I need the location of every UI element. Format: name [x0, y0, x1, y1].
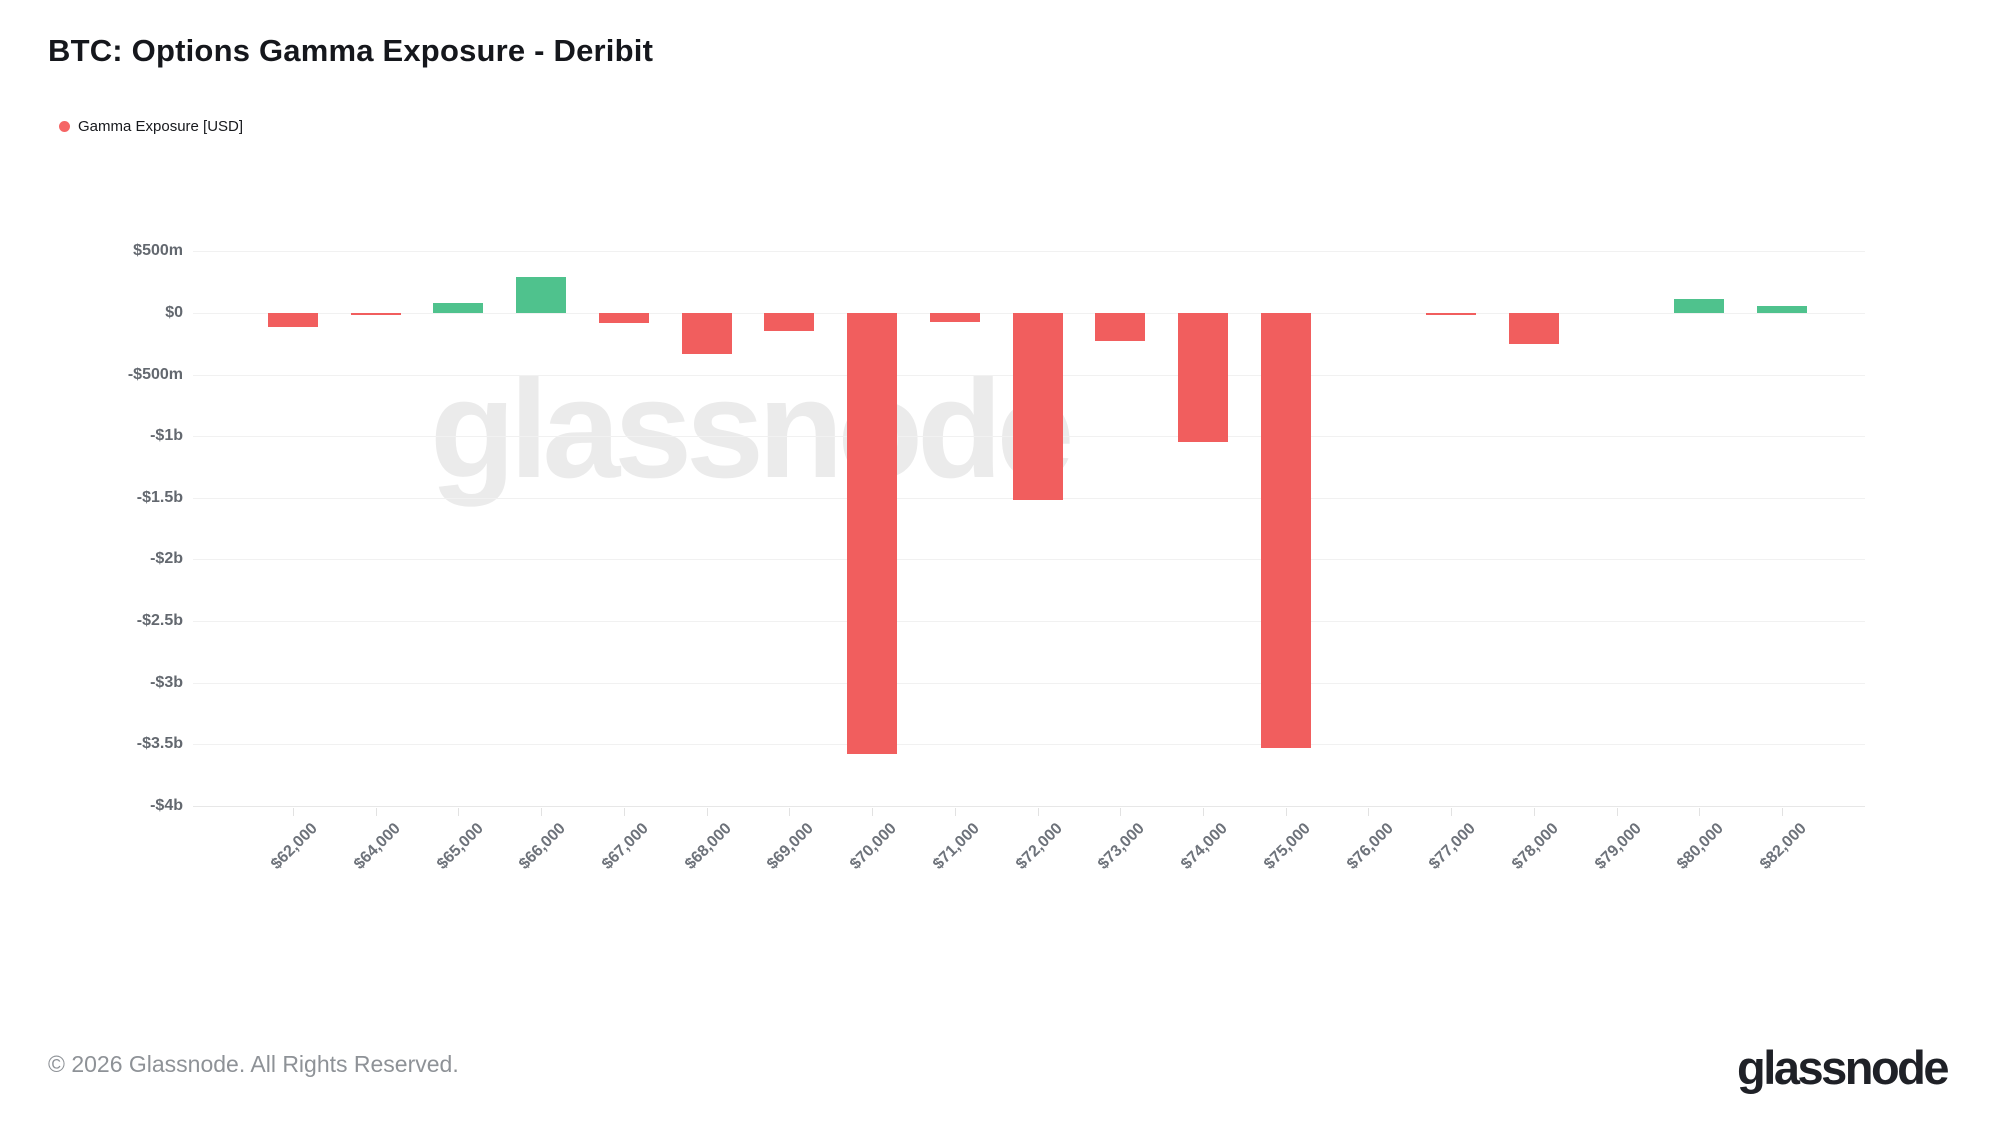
- y-axis-tick-label: -$4b: [150, 796, 183, 814]
- bar-67000[interactable]: [598, 313, 649, 323]
- x-axis-tick: [623, 808, 625, 816]
- y-axis-tick-label: -$2.5b: [136, 612, 183, 629]
- bar-74000[interactable]: [1177, 313, 1228, 443]
- x-axis-tick: [954, 808, 956, 816]
- bar-78000[interactable]: [1508, 313, 1559, 344]
- x-axis-tick: [1120, 808, 1122, 816]
- brand-wordmark[interactable]: glassnode: [1737, 1041, 1949, 1094]
- x-axis-tick: [1451, 808, 1453, 816]
- y-axis-tick-label: -$500m: [127, 365, 183, 383]
- x-axis-tick-label: $68,000: [681, 820, 735, 873]
- x-axis-tick: [872, 808, 874, 816]
- x-axis-tick: [1699, 808, 1701, 816]
- bar-66000[interactable]: [516, 277, 567, 313]
- watermark: glassnode: [430, 350, 1074, 507]
- bar-71000[interactable]: [929, 313, 980, 322]
- y-axis-tick-label: -$1b: [150, 427, 183, 445]
- x-axis-tick-label: $69,000: [764, 820, 818, 873]
- x-axis-tick-label: $67,000: [598, 820, 652, 873]
- x-axis-tick: [1533, 808, 1535, 816]
- bar-73000[interactable]: [1095, 313, 1146, 342]
- x-axis-tick: [1616, 808, 1618, 816]
- x-axis-tick: [458, 808, 460, 816]
- x-axis-tick-label: $82,000: [1757, 820, 1811, 873]
- y-axis-tick-label: $500m: [133, 242, 183, 260]
- y-axis-tick-label: -$1.5b: [136, 488, 183, 506]
- x-axis-tick-label: $78,000: [1508, 820, 1562, 873]
- bar-64000[interactable]: [350, 313, 401, 316]
- x-axis-tick-label: $66,000: [516, 820, 570, 873]
- bar-75000[interactable]: [1260, 313, 1311, 748]
- x-axis-tick: [541, 808, 543, 816]
- x-axis-tick-label: $75,000: [1260, 820, 1314, 873]
- x-axis-tick-label: $80,000: [1674, 820, 1728, 873]
- y-axis-tick-label: -$2b: [150, 550, 183, 568]
- bar-70000[interactable]: [847, 313, 898, 755]
- x-axis-tick: [706, 808, 708, 816]
- x-axis-tick: [1037, 808, 1039, 816]
- x-axis-tick-label: $70,000: [847, 820, 901, 873]
- y-axis-tick-label: -$3.5b: [136, 735, 183, 753]
- x-axis-tick-label: $73,000: [1095, 820, 1149, 873]
- bar-82000[interactable]: [1757, 306, 1807, 313]
- bar-80000[interactable]: [1674, 299, 1725, 313]
- x-axis-tick: [1782, 808, 1783, 816]
- x-axis-tick-label: $62,000: [268, 820, 322, 873]
- x-axis-tick: [1285, 808, 1287, 816]
- x-axis-tick-label: $72,000: [1012, 820, 1066, 873]
- x-axis-tick-label: $79,000: [1591, 820, 1645, 873]
- x-axis-tick-label: $74,000: [1178, 820, 1231, 873]
- x-axis-tick-label: $65,000: [433, 820, 487, 873]
- bar-68000[interactable]: [681, 313, 732, 354]
- x-axis-tick: [789, 808, 791, 816]
- x-axis-tick: [375, 808, 377, 816]
- footer-copyright: © 2026 Glassnode. All Rights Reserved.: [48, 1051, 459, 1077]
- x-axis-tick: [1202, 808, 1204, 816]
- legend-item-gamma-exposure[interactable]: Gamma Exposure [USD]: [59, 118, 243, 135]
- bar-77000[interactable]: [1426, 313, 1477, 315]
- x-axis-line: [193, 805, 1865, 807]
- gridline: [193, 559, 1865, 561]
- bar-69000[interactable]: [764, 313, 815, 332]
- bar-65000[interactable]: [433, 303, 484, 313]
- x-axis-tick-label: $77,000: [1426, 820, 1480, 873]
- legend: Gamma Exposure [USD]: [59, 118, 243, 135]
- gridline: [193, 682, 1865, 684]
- x-axis-tick-label: $76,000: [1343, 820, 1397, 873]
- gridline: [193, 621, 1865, 622]
- bar-62000[interactable]: [268, 313, 318, 327]
- gridline: [193, 251, 1865, 253]
- legend-label: Gamma Exposure [USD]: [78, 118, 244, 135]
- x-axis-tick: [1368, 808, 1370, 816]
- gridline: [193, 744, 1865, 746]
- x-axis-tick-label: $64,000: [350, 820, 404, 873]
- bar-72000[interactable]: [1012, 313, 1063, 501]
- y-axis-tick-label: $0: [165, 304, 183, 321]
- x-axis-tick: [293, 808, 294, 816]
- y-axis-tick-label: -$3b: [150, 673, 183, 691]
- legend-dot-icon: [59, 121, 70, 132]
- x-axis-tick-label: $71,000: [929, 820, 983, 873]
- page-title: BTC: Options Gamma Exposure - Deribit: [48, 33, 654, 68]
